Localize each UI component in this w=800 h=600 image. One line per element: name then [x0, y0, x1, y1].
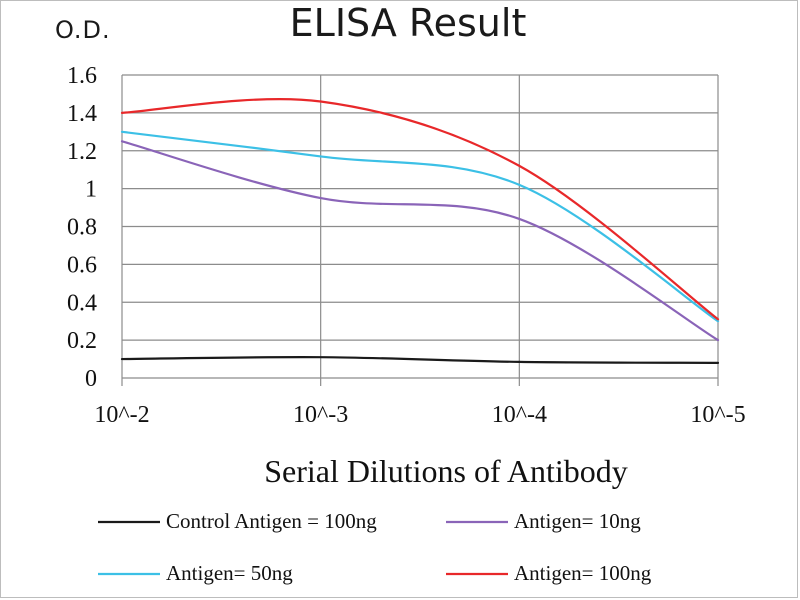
y-tick-label: 1: [85, 177, 97, 203]
x-tick-labels: 10^-2 10^-3 10^-4 10^-5: [94, 402, 745, 428]
y-tick-labels: 0 0.2 0.4 0.6 0.8 1 1.2 1.4 1.6: [67, 63, 97, 392]
x-tick-label: 10^-2: [94, 402, 149, 428]
y-tick-label: 0.6: [67, 252, 97, 278]
y-tick-label: 1.4: [67, 101, 97, 127]
x-tick-label: 10^-3: [293, 402, 348, 428]
y-axis-label: O.D.: [55, 16, 111, 44]
y-tick-label: 0.4: [67, 290, 97, 316]
legend-label: Antigen= 50ng: [166, 561, 293, 585]
grid-layer: [121, 74, 719, 386]
series-line-0: [120, 356, 720, 364]
y-tick-label: 0.2: [67, 328, 97, 354]
series-layer: [120, 98, 720, 364]
y-tick-label: 1.2: [67, 139, 97, 165]
y-tick-label: 0: [85, 366, 97, 392]
x-axis-label: Serial Dilutions of Antibody: [264, 453, 628, 489]
y-tick-label: 0.8: [67, 215, 97, 241]
legend-label: Control Antigen = 100ng: [166, 509, 377, 533]
x-tick-label: 10^-5: [690, 402, 745, 428]
series-line-1: [120, 140, 720, 342]
legend-label: Antigen= 10ng: [514, 509, 641, 533]
x-tick-label: 10^-4: [492, 402, 547, 428]
legend: Control Antigen = 100ng Antigen= 10ng Anti…: [98, 509, 652, 585]
y-tick-label: 1.6: [67, 63, 97, 89]
series-line-3: [120, 98, 720, 321]
legend-label: Antigen= 100ng: [514, 561, 652, 585]
chart-title: ELISA Result: [290, 1, 527, 45]
series-line-2: [120, 130, 720, 323]
